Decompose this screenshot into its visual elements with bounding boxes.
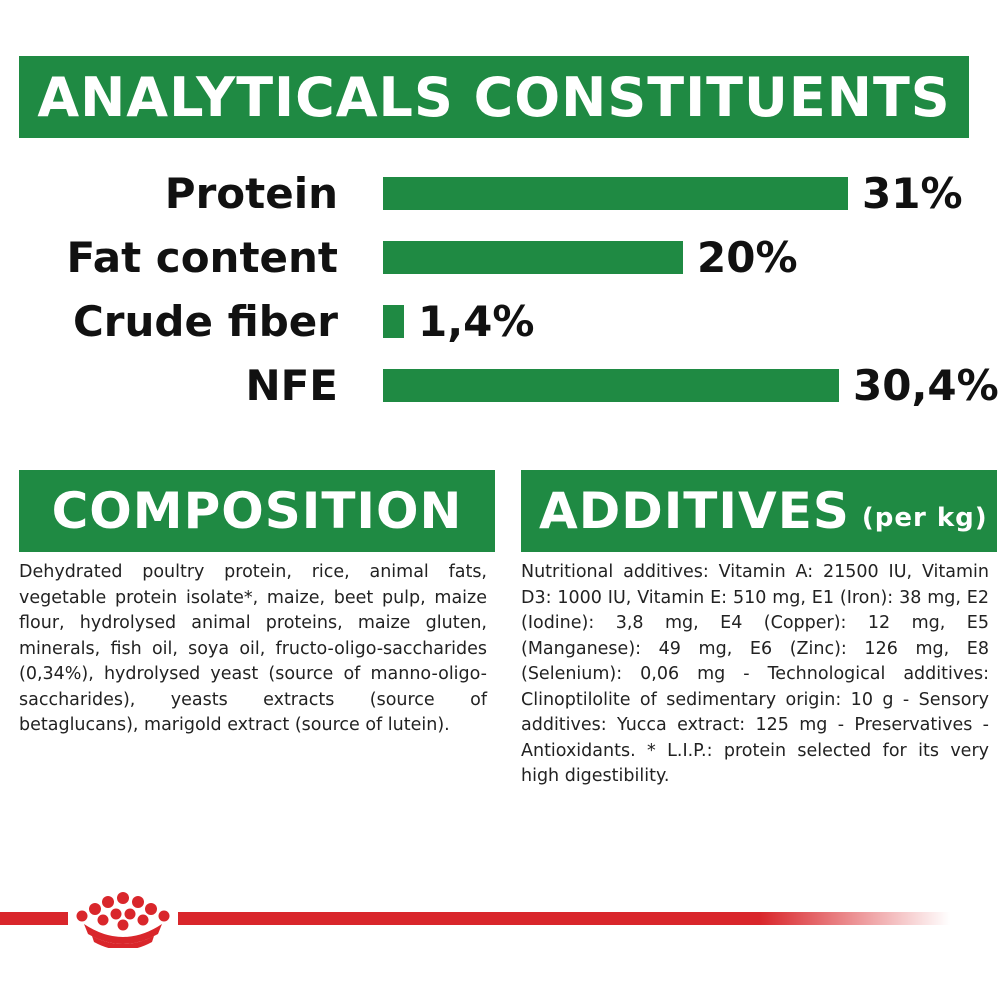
footer-red-line (0, 912, 950, 925)
analytical-constituents-title: ANALYTICALS CONSTITUENTS (37, 65, 951, 129)
constituent-label: Fat content (66, 233, 338, 282)
constituent-label: NFE (245, 361, 338, 410)
composition-title: COMPOSITION (51, 482, 463, 540)
constituent-value: 30,4% (853, 361, 999, 410)
constituent-value: 1,4% (418, 297, 535, 346)
constituent-bar (383, 369, 839, 402)
constituent-row-protein: Protein 31% (0, 166, 1000, 222)
constituent-bar (383, 241, 683, 274)
constituent-row-crude-fiber: Crude fiber 1,4% (0, 294, 1000, 350)
constituent-bar (383, 177, 848, 210)
constituent-value: 20% (697, 233, 798, 282)
constituent-label: Protein (164, 169, 338, 218)
constituent-label: Crude fiber (72, 297, 338, 346)
additives-text: Nutritional additives: Vitamin A: 21500 … (521, 562, 989, 786)
constituent-bar (383, 305, 404, 338)
composition-text: Dehydrated poultry protein, rice, animal… (19, 562, 487, 735)
constituent-row-nfe: NFE 30,4% (0, 358, 1000, 414)
additives-subtitle: (per kg) (861, 503, 988, 533)
crown-icon (68, 888, 178, 950)
analytical-constituents-header: ANALYTICALS CONSTITUENTS (19, 56, 969, 138)
constituent-row-fat-content: Fat content 20% (0, 230, 1000, 286)
additives-header: ADDITIVES (per kg) (521, 470, 997, 552)
composition-header: COMPOSITION (19, 470, 495, 552)
constituent-value: 31% (862, 169, 963, 218)
additives-title: ADDITIVES (539, 482, 850, 540)
